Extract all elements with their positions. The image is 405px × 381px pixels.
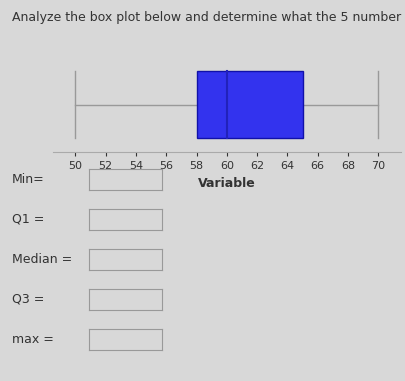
X-axis label: Variable: Variable <box>198 177 256 190</box>
Bar <box>196 72 303 138</box>
Text: Q1 =: Q1 = <box>12 213 45 226</box>
Text: Median =: Median = <box>12 253 72 266</box>
Text: Analyze the box plot below and determine what the 5 number summary is: Analyze the box plot below and determine… <box>12 11 405 24</box>
Text: Q3 =: Q3 = <box>12 293 45 306</box>
Text: max =: max = <box>12 333 54 346</box>
Text: Min=: Min= <box>12 173 45 186</box>
